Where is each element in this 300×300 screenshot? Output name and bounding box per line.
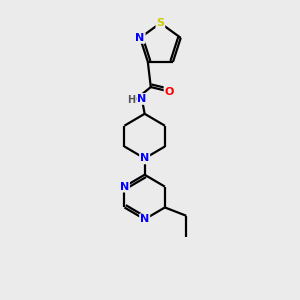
Text: N: N [120,182,129,192]
Text: H: H [128,95,136,105]
Text: O: O [164,86,174,97]
Text: S: S [156,18,164,28]
Text: N: N [140,214,149,224]
Text: N: N [137,94,146,104]
Text: N: N [140,153,149,164]
Text: N: N [135,33,145,43]
